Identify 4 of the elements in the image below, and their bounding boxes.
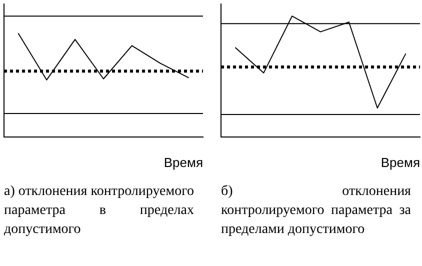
x-axis-title: Время xyxy=(380,154,420,170)
text: а) отклонения контролируемого параметра в пределах допустимого xyxy=(4,183,194,239)
x-axis-title: Время xyxy=(164,154,203,170)
text: б) отклонения контролируемого параметра за пределами допустимого xyxy=(221,183,411,239)
